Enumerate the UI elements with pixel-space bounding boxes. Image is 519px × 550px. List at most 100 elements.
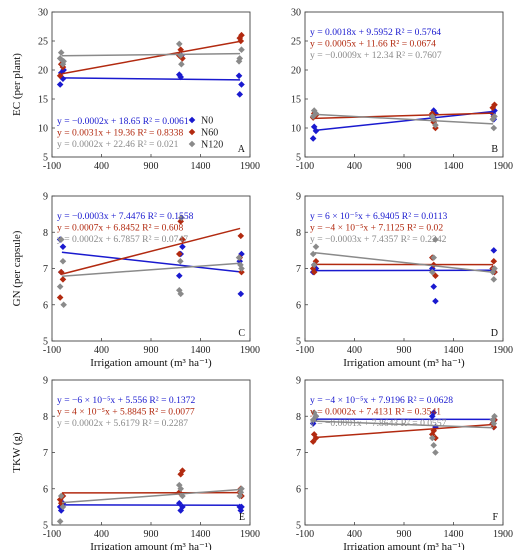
legend-marker-n120	[188, 140, 196, 148]
data-point-n0	[177, 73, 184, 81]
x-tick-label: -100	[296, 161, 314, 172]
equation-n0: y = −6 × 10⁻⁵x + 5.556 R² = 0.1372	[57, 395, 195, 406]
y-tick-label: 9	[43, 192, 48, 203]
data-point-n60	[176, 489, 183, 496]
data-point-n120	[429, 434, 436, 442]
data-point-n60	[309, 265, 317, 272]
data-point-n120	[490, 276, 498, 283]
data-point-n120	[312, 412, 320, 420]
data-point-n0	[176, 499, 183, 507]
data-point-n60	[177, 470, 184, 478]
data-point-n60	[432, 272, 439, 280]
fit-line-n120	[314, 251, 494, 274]
equation-n0: y = 0.0018x + 9.5952 R² = 0.5764	[310, 27, 441, 38]
y-tick-label: 5	[296, 521, 301, 532]
equation-n120: y = −0.0003x + 7.4357 R² = 0.2242	[310, 234, 447, 245]
x-tick-label: 900	[144, 529, 159, 540]
data-point-n120	[432, 449, 439, 456]
x-tick-label: 1400	[444, 529, 464, 540]
data-point-n60	[490, 257, 498, 265]
y-tick-label: 9	[296, 192, 301, 203]
data-point-n0	[310, 123, 318, 131]
panel-b: -100 400 900 1400 1900 5 10 15 20 25 30 y = 0.0018x…	[291, 8, 513, 173]
data-point-n60	[237, 37, 245, 45]
data-point-n120	[236, 492, 244, 500]
data-point-n60	[237, 232, 245, 240]
legend-marker-n60	[188, 128, 196, 136]
data-point-n120	[176, 286, 183, 294]
data-point-n0	[312, 127, 320, 135]
data-point-n120	[430, 116, 437, 123]
data-point-n0	[490, 247, 498, 254]
x-tick-label: 400	[94, 529, 109, 540]
data-point-n120	[491, 265, 498, 272]
data-point-n0	[179, 503, 186, 511]
data-point-n60	[56, 294, 64, 301]
x-tick-label: 400	[347, 345, 362, 356]
legend-label-n120: N120	[201, 140, 223, 151]
y-tick-label: 8	[43, 228, 48, 239]
x-axis-label: Irrigation amount (m³ ha⁻¹)	[90, 357, 212, 369]
x-tick-label: -100	[43, 345, 61, 356]
data-point-n60	[312, 434, 320, 442]
y-tick-label: 8	[43, 412, 48, 423]
data-point-n120	[312, 110, 320, 117]
panel-f: -100 400 900 1400 1900 5 6 7 8 9 Irrigation amount…	[296, 376, 513, 550]
data-point-n120	[310, 409, 318, 416]
x-tick-label: -100	[296, 529, 314, 540]
x-tick-label: 1400	[191, 161, 211, 172]
data-point-n120	[177, 52, 184, 59]
fit-line-n120	[61, 52, 241, 57]
equation-n120: y = −0.0001x + 7.8643 R² = 0.0557	[310, 418, 447, 429]
data-point-n120	[237, 489, 245, 496]
x-tick-label: -100	[43, 529, 61, 540]
data-point-n0	[430, 409, 437, 416]
data-point-n120	[57, 492, 65, 500]
data-point-n120	[312, 243, 320, 251]
data-point-n60	[491, 101, 498, 109]
x-tick-label: 400	[347, 161, 362, 172]
x-axis-label: Irrigation amount (m³ ha⁻¹)	[343, 357, 465, 369]
data-point-n60	[59, 276, 67, 283]
fit-line-n120	[61, 488, 241, 504]
data-point-n120	[60, 58, 67, 65]
data-point-n120	[309, 416, 317, 424]
x-tick-label: -100	[43, 161, 61, 172]
panel-letter: B	[491, 144, 498, 155]
data-point-n60	[310, 431, 318, 438]
y-tick-label: 8	[296, 412, 301, 423]
data-point-n0	[179, 243, 186, 251]
x-tick-label: 1400	[444, 345, 464, 356]
fit-line-n60	[61, 40, 241, 75]
data-point-n120	[429, 268, 436, 276]
fit-line-n60	[314, 112, 494, 120]
equation-n120: y = 0.0002x + 22.46 R² = 0.021	[57, 139, 179, 150]
data-point-n0	[176, 71, 183, 78]
data-point-n120	[238, 46, 245, 53]
data-point-n120	[490, 124, 498, 132]
data-point-n60	[238, 31, 245, 39]
y-tick-label: 25	[291, 37, 301, 48]
equation-n120: y = 0.0002x + 5.6179 R² = 0.2287	[57, 418, 188, 429]
y-tick-label: 9	[296, 376, 301, 387]
equation-n60: y = 0.0002x + 7.4131 R² = 0.3541	[310, 407, 441, 418]
fit-line-n120	[314, 113, 494, 125]
y-axis-label: EC (per plant)	[11, 53, 23, 116]
equation-n60: y = 4 × 10⁻⁵x + 5.8845 R² = 0.0077	[57, 407, 195, 418]
data-point-n120	[235, 58, 243, 65]
data-point-n120	[57, 236, 65, 243]
y-tick-label: 5	[43, 521, 48, 532]
x-tick-label: 1900	[493, 161, 513, 172]
equation-n0: y = −0.0002x + 18.65 R² = 0.0061	[57, 116, 189, 127]
legend-marker-n0	[188, 116, 196, 124]
x-tick-label: 400	[347, 529, 362, 540]
y-tick-label: 6	[43, 300, 48, 311]
x-axis-label: Irrigation amount (m³ ha⁻¹)	[90, 541, 212, 550]
data-point-n60	[176, 250, 183, 258]
data-point-n0	[429, 265, 436, 272]
x-tick-label: 1400	[191, 345, 211, 356]
x-tick-label: 1900	[240, 345, 260, 356]
panel-letter: D	[491, 328, 498, 339]
data-point-n60	[57, 268, 65, 276]
x-tick-label: 900	[144, 345, 159, 356]
